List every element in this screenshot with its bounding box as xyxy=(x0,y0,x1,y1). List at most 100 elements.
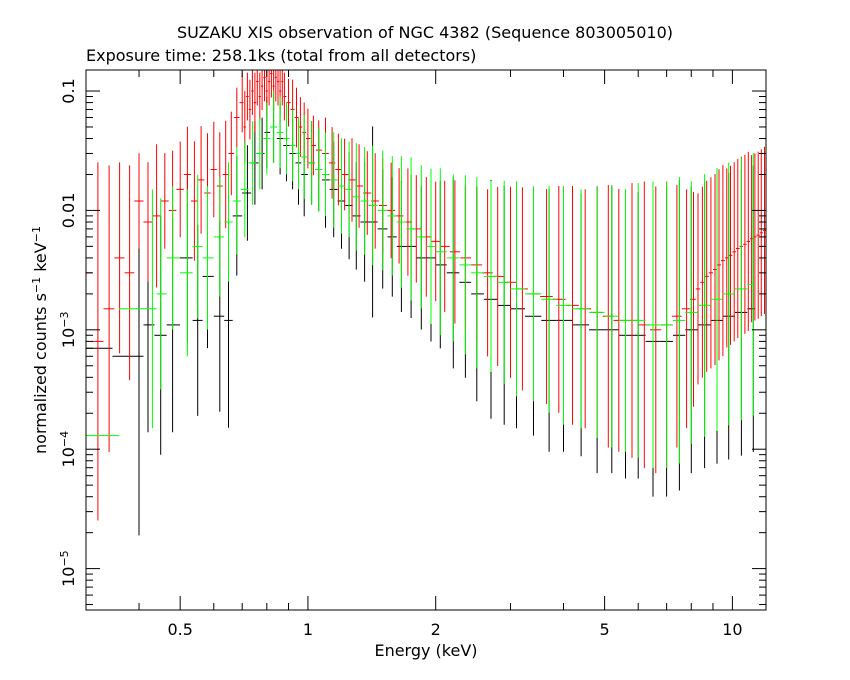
data-point xyxy=(263,70,266,102)
data-point xyxy=(176,141,184,238)
series-0 xyxy=(85,91,756,536)
chart-title: SUZAKU XIS observation of NGC 4382 (Sequ… xyxy=(177,23,673,42)
data-point xyxy=(435,168,447,336)
data-point xyxy=(289,109,296,182)
data-point xyxy=(631,183,646,458)
data-point xyxy=(759,149,763,317)
data-point xyxy=(246,72,249,121)
plot-frame xyxy=(85,69,767,611)
data-point xyxy=(248,79,252,140)
data-point xyxy=(91,162,104,521)
data-point xyxy=(281,70,284,106)
data-point xyxy=(650,186,662,474)
data-point xyxy=(258,72,261,121)
data-point xyxy=(166,186,180,330)
data-point xyxy=(276,70,280,106)
data-point xyxy=(160,153,169,249)
data-point xyxy=(747,153,756,416)
data-point xyxy=(685,181,698,444)
series-2 xyxy=(85,91,756,555)
data-point xyxy=(708,177,713,369)
data-point xyxy=(202,186,214,330)
chart-subtitle: Exposure time: 258.1ks (total from all d… xyxy=(86,46,476,65)
data-point xyxy=(274,70,277,102)
data-point xyxy=(449,180,461,324)
data-point xyxy=(134,153,144,249)
data-point xyxy=(306,108,311,169)
data-point xyxy=(234,87,240,148)
data-point xyxy=(85,316,120,555)
data-point xyxy=(736,158,740,338)
data-point xyxy=(341,138,349,211)
data-point xyxy=(329,132,338,228)
data-point xyxy=(743,154,747,334)
data-point xyxy=(695,193,701,385)
data-point xyxy=(659,181,673,469)
y-axis-label-main: normalized counts s xyxy=(31,293,50,454)
data-point xyxy=(540,189,553,404)
data-point xyxy=(483,180,498,372)
data-point xyxy=(242,145,252,241)
data-point xyxy=(228,111,235,196)
data-point xyxy=(270,91,277,163)
data-point xyxy=(256,117,264,190)
data-point xyxy=(301,115,308,199)
data-point xyxy=(724,168,729,348)
data-point xyxy=(541,185,557,413)
data-point xyxy=(239,72,244,133)
data-point xyxy=(713,174,717,365)
data-point xyxy=(190,141,198,261)
data-point xyxy=(704,180,709,372)
data-point xyxy=(722,162,735,426)
data-point xyxy=(253,72,257,133)
data-point xyxy=(119,189,157,429)
y-tick-label: 10−4 xyxy=(58,431,79,468)
data-point xyxy=(572,189,590,429)
data-point xyxy=(728,165,733,345)
data-point xyxy=(387,156,397,276)
data-point xyxy=(260,70,264,110)
data-point xyxy=(431,181,441,302)
data-point xyxy=(213,177,225,297)
y-tick-base: 10 xyxy=(59,567,78,587)
x-axis-label: Energy (keV) xyxy=(374,641,477,660)
data-point xyxy=(298,97,303,157)
data-point xyxy=(202,204,214,349)
data-point xyxy=(721,165,725,357)
data-point xyxy=(756,151,760,319)
data-point xyxy=(471,186,484,402)
data-point xyxy=(143,162,153,282)
data-point xyxy=(124,165,135,381)
y-axis-label-sup-2: −1 xyxy=(30,226,43,242)
data-point xyxy=(322,132,330,217)
data-point xyxy=(697,174,711,437)
data-point xyxy=(671,184,682,448)
tick-marks xyxy=(85,70,766,610)
data-point xyxy=(166,217,180,433)
data-point xyxy=(631,192,646,479)
y-tick-base: 10 xyxy=(59,447,78,467)
series-1 xyxy=(85,70,766,521)
data-point xyxy=(618,189,632,452)
data-point xyxy=(446,174,460,342)
x-tick-label: 5 xyxy=(600,620,610,639)
x-tick-label: 0.5 xyxy=(167,620,192,639)
y-tick-label: 0.01 xyxy=(59,193,78,229)
x-tick-label: 2 xyxy=(431,620,441,639)
data-point xyxy=(213,220,225,412)
data-point xyxy=(180,189,193,357)
data-point xyxy=(315,127,323,212)
data-point xyxy=(345,141,353,238)
data-point xyxy=(328,127,336,199)
data-point xyxy=(377,150,388,271)
data-point xyxy=(406,157,417,301)
data-point xyxy=(283,102,290,175)
data-point xyxy=(103,165,115,453)
data-point xyxy=(525,186,542,402)
data-point xyxy=(294,87,299,148)
y-tick-exp: −3 xyxy=(58,312,71,328)
data-point xyxy=(700,186,705,378)
data-point xyxy=(224,162,233,282)
